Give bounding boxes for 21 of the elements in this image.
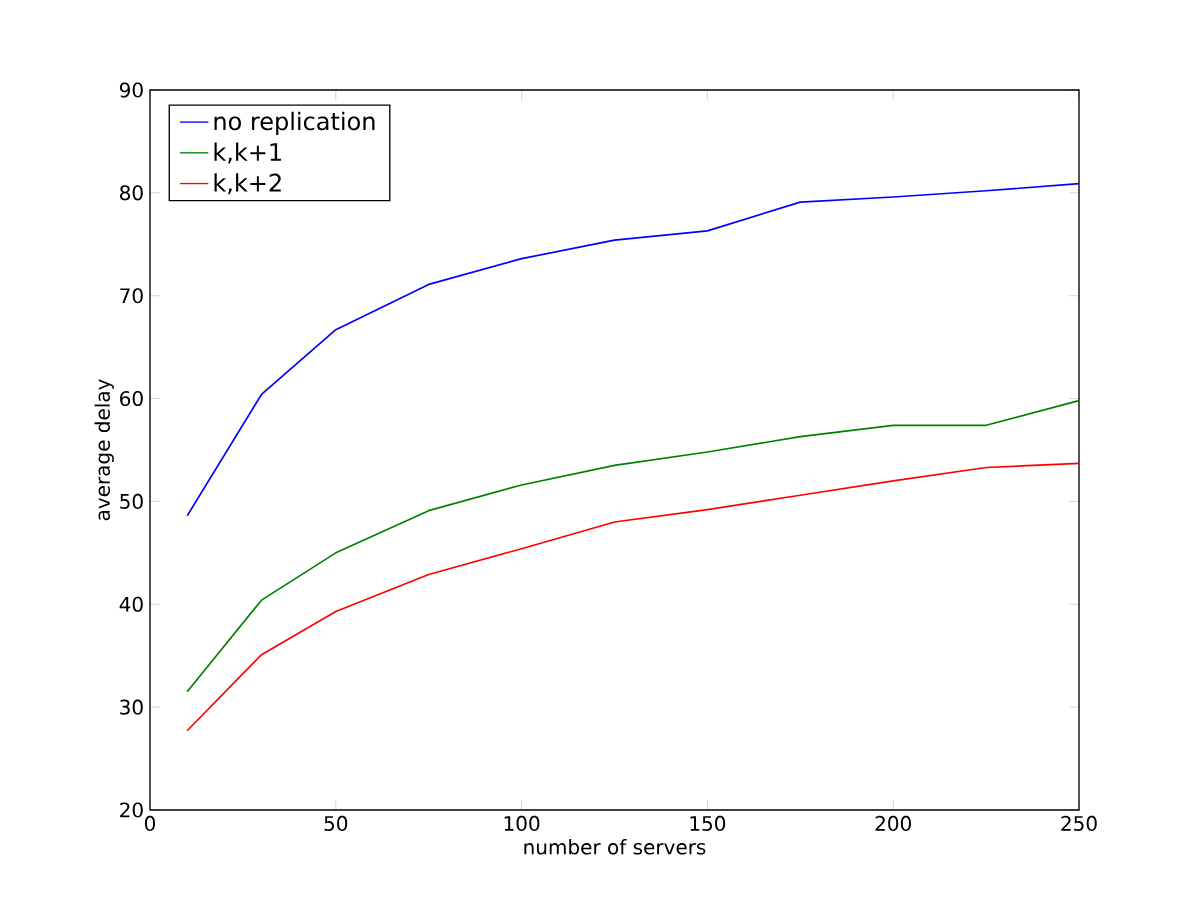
line-series <box>186 462 1080 732</box>
y-tick-label: 60 <box>120 390 143 407</box>
y-tick-label: 50 <box>120 493 143 509</box>
y-tick-label: 80 <box>120 185 143 201</box>
legend-label: k,k+2 <box>214 173 281 195</box>
x-tick-label: 100 <box>504 815 540 831</box>
x-tick-label: 0 <box>144 815 156 831</box>
y-tick-label: 70 <box>120 288 143 304</box>
legend-label: k,k+1 <box>214 142 281 164</box>
legend-label: no replication <box>214 111 375 135</box>
y-tick-label: 20 <box>120 802 143 818</box>
x-tick-label: 250 <box>1061 815 1097 831</box>
y-tick-label: 30 <box>120 699 143 715</box>
y-axis-title: average delay <box>94 379 114 521</box>
x-tick-label: 200 <box>875 815 911 831</box>
x-tick-label: 50 <box>324 815 348 831</box>
y-tick-label: 40 <box>119 596 143 612</box>
x-axis-title: number of servers <box>524 839 706 855</box>
x-tick-label: 150 <box>690 815 726 831</box>
y-tick-label: 90 <box>119 82 143 98</box>
line-series <box>186 399 1080 693</box>
